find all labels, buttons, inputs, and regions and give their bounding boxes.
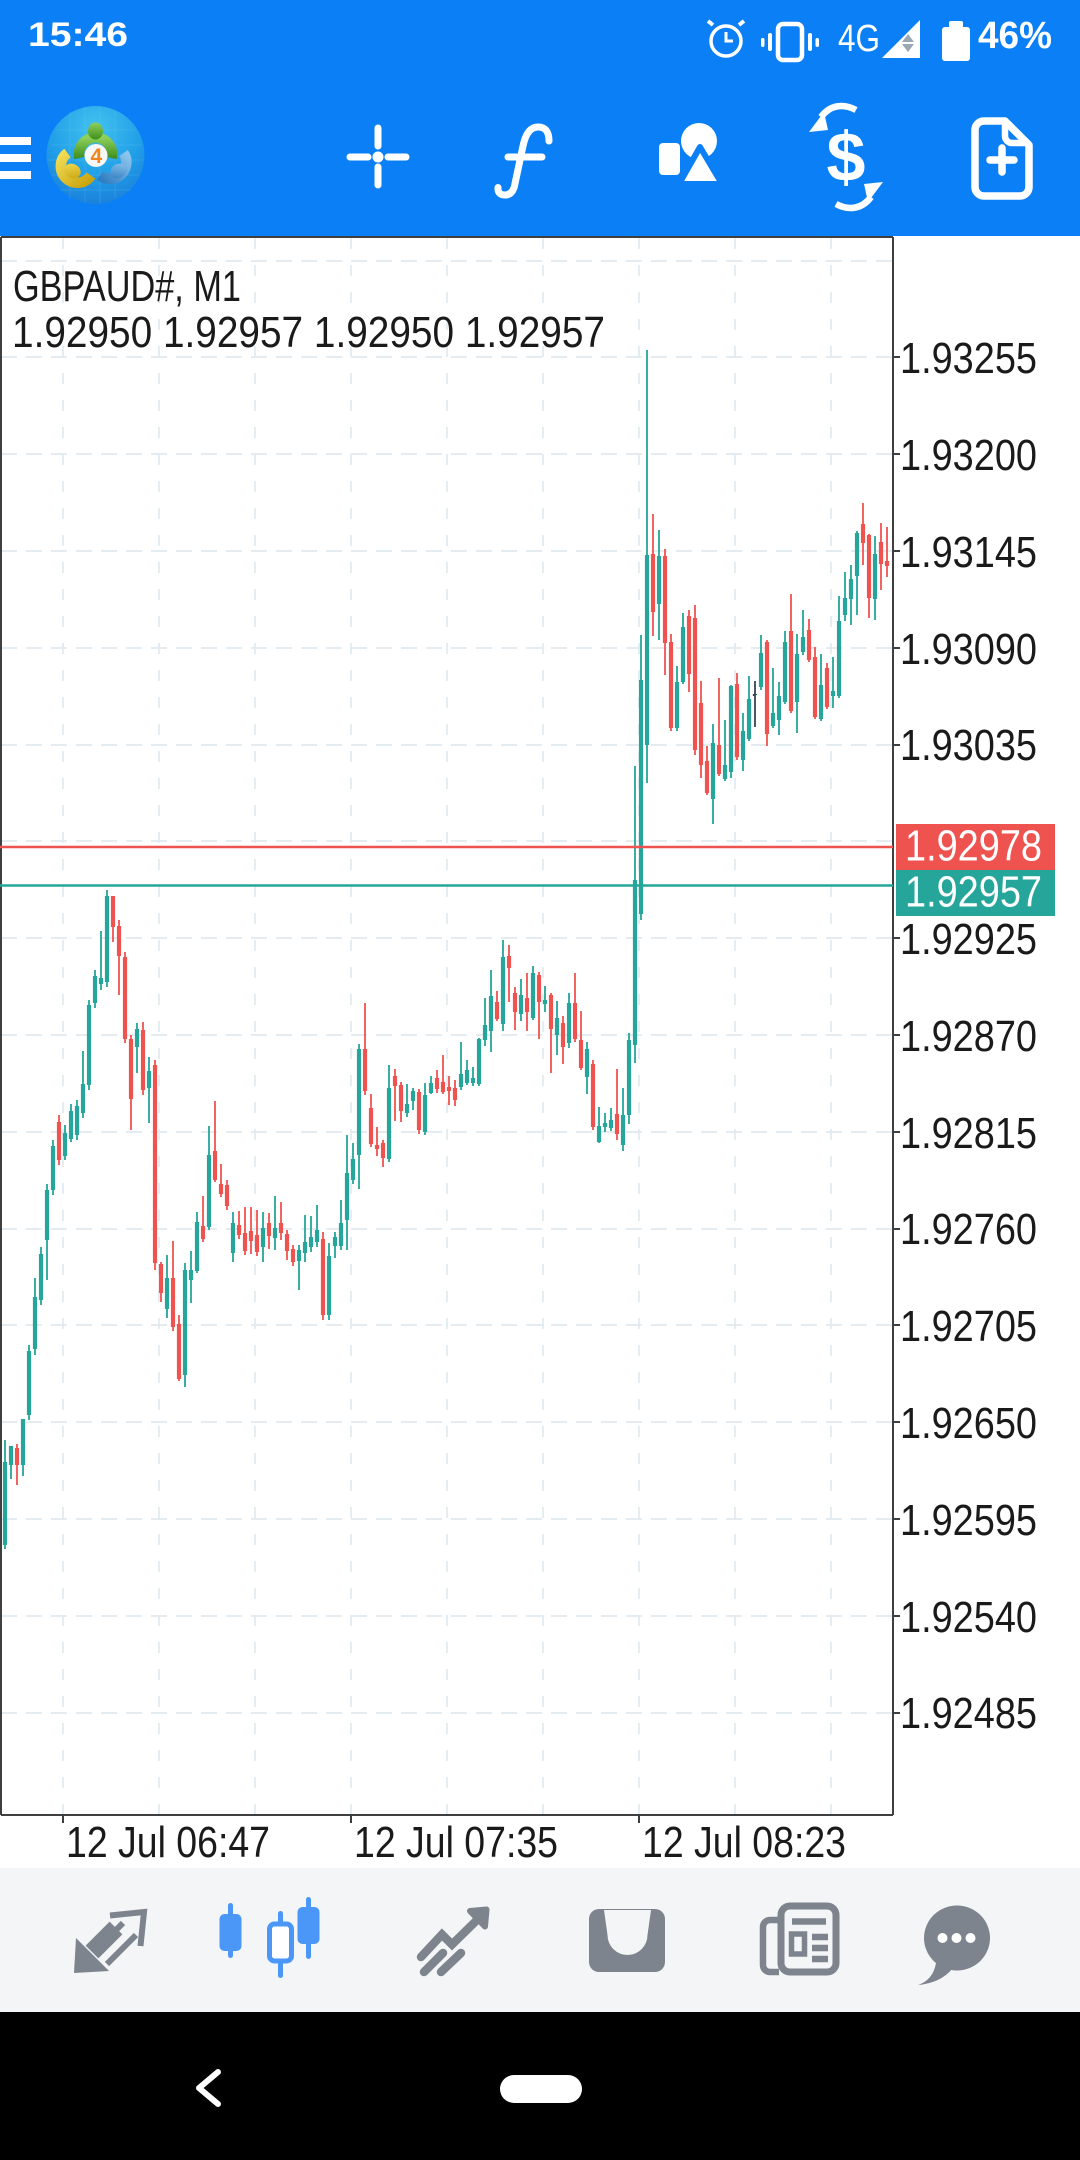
- svg-text:1.92870: 1.92870: [900, 1012, 1037, 1061]
- svg-text:1.92595: 1.92595: [900, 1496, 1037, 1545]
- svg-text:$: $: [827, 118, 866, 196]
- svg-text:1.93090: 1.93090: [900, 625, 1037, 674]
- svg-text:1.92485: 1.92485: [900, 1689, 1037, 1738]
- svg-text:4G: 4G: [838, 18, 880, 60]
- svg-text:12 Jul 07:35: 12 Jul 07:35: [354, 1818, 558, 1867]
- svg-text:4: 4: [91, 145, 103, 168]
- svg-text:1.92978: 1.92978: [905, 822, 1042, 871]
- svg-text:1.92815: 1.92815: [900, 1109, 1037, 1158]
- svg-text:1.92540: 1.92540: [900, 1593, 1037, 1642]
- svg-text:GBPAUD#, M1: GBPAUD#, M1: [13, 262, 241, 311]
- svg-text:1.92705: 1.92705: [900, 1302, 1037, 1351]
- svg-text:1.92957: 1.92957: [905, 868, 1042, 917]
- svg-text:1.92650: 1.92650: [900, 1399, 1037, 1448]
- svg-text:1.93255: 1.93255: [900, 334, 1037, 383]
- svg-text:1.92760: 1.92760: [900, 1205, 1037, 1254]
- svg-text:1.93200: 1.93200: [900, 431, 1037, 480]
- svg-text:1.92925: 1.92925: [900, 915, 1037, 964]
- svg-text:12 Jul 06:47: 12 Jul 06:47: [66, 1818, 270, 1867]
- svg-text:1.92950 1.92957 1.92950 1.9295: 1.92950 1.92957 1.92950 1.92957: [12, 308, 605, 357]
- svg-text:15:46: 15:46: [28, 16, 128, 54]
- svg-text:46%: 46%: [978, 15, 1052, 57]
- svg-text:1.93145: 1.93145: [900, 528, 1037, 577]
- svg-text:1.93035: 1.93035: [900, 721, 1037, 770]
- svg-text:12 Jul 08:23: 12 Jul 08:23: [642, 1818, 846, 1867]
